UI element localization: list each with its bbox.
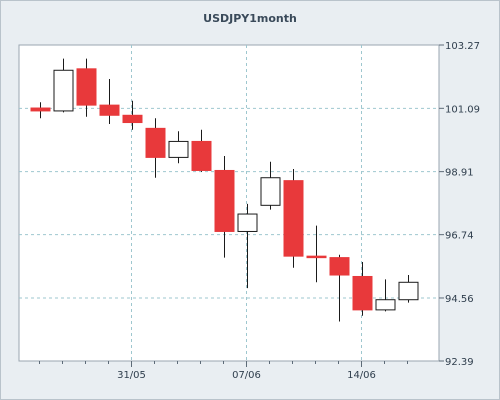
- candle-body-bearish: [99, 104, 120, 116]
- candle: [352, 261, 373, 316]
- y-tick-label: 101.09: [445, 104, 480, 115]
- candle-body-bearish: [306, 255, 327, 259]
- x-tick-label: 31/05: [117, 370, 146, 381]
- candle: [398, 275, 419, 303]
- candle-body-bearish: [283, 180, 304, 257]
- candle-body-bullish: [237, 213, 258, 232]
- candles: [30, 58, 419, 322]
- candle: [214, 155, 235, 258]
- candle: [329, 254, 350, 322]
- candle-body-bearish: [145, 127, 166, 158]
- candle: [122, 100, 143, 130]
- y-tick-label: 92.39: [445, 357, 474, 368]
- candle-body-bearish: [122, 114, 143, 124]
- candle-body-bearish: [191, 140, 212, 171]
- y-tick-label: 96.74: [445, 231, 474, 242]
- candle: [237, 203, 258, 289]
- candle: [30, 102, 51, 119]
- candle: [283, 169, 304, 268]
- x-tick-label: 14/06: [347, 370, 376, 381]
- candle-body-bearish: [352, 275, 373, 311]
- candle-body-bullish: [398, 281, 419, 301]
- candle-body-bullish: [260, 177, 281, 206]
- candle: [168, 131, 189, 164]
- candle: [53, 58, 74, 113]
- candle: [375, 279, 396, 312]
- x-tick-label: 07/06: [232, 370, 261, 381]
- y-tick-label: 98.91: [445, 168, 474, 179]
- candle-body-bullish: [53, 69, 74, 112]
- y-tick-label: 103.27: [445, 41, 480, 52]
- y-tick-label: 94.56: [445, 294, 474, 305]
- chart-title: USDJPY1month: [203, 12, 297, 25]
- candle-body-bearish: [76, 68, 97, 106]
- candle-body-bullish: [168, 140, 189, 158]
- candle: [191, 129, 212, 172]
- candle: [145, 118, 166, 178]
- candle: [306, 225, 327, 283]
- candle-body-bearish: [30, 107, 51, 112]
- candle-body-bearish: [214, 169, 235, 232]
- candle: [76, 58, 97, 117]
- candle: [260, 161, 281, 210]
- candle: [99, 78, 120, 124]
- candle-body-bullish: [375, 299, 396, 311]
- candle-body-bearish: [329, 257, 350, 276]
- axes: 103.27 101.09 98.91 96.74 94.56 92.39 31/05 07/…: [39, 41, 480, 381]
